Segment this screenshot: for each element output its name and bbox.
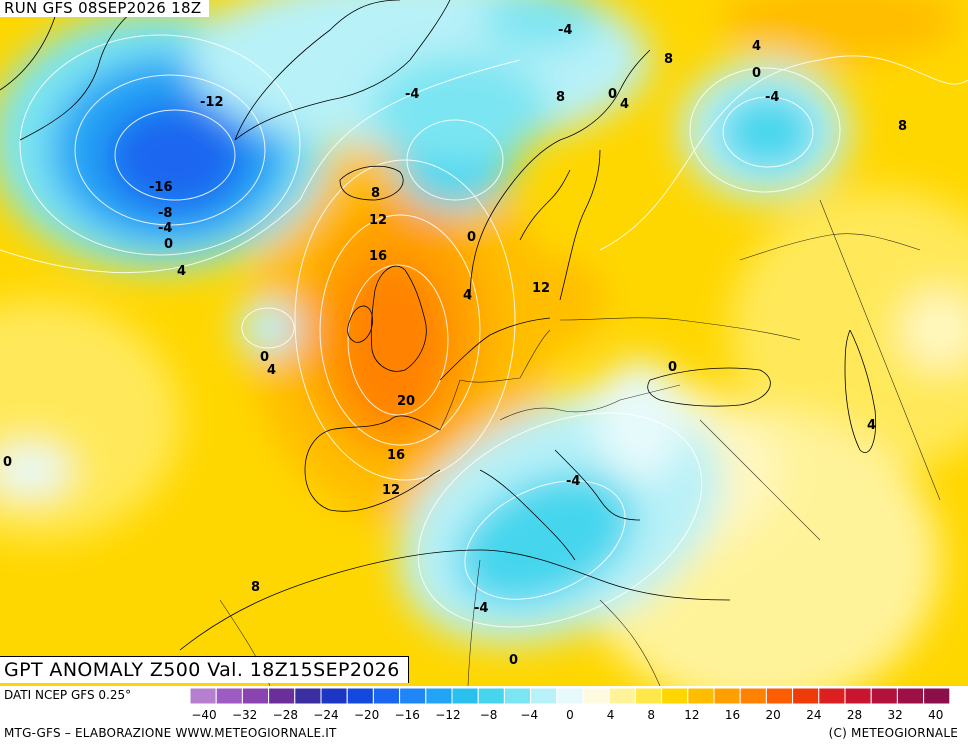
scale-swatch	[792, 688, 820, 705]
scale-swatch	[765, 688, 794, 705]
contour-label: 4	[267, 363, 276, 378]
contour-label: -4	[474, 601, 488, 616]
scale-tick-label: 8	[647, 708, 655, 722]
contour-label: 0	[608, 87, 617, 102]
contour-label: 0	[467, 230, 476, 245]
scale-swatch	[608, 688, 636, 705]
map-canvas: -4 -4 8 0 4 4 0 -4 8 -12 8 -16 -8 -4 0 4…	[0, 0, 968, 686]
scale-tick-label: 16	[725, 708, 740, 722]
contour-label: 4	[177, 264, 186, 279]
scale-swatch	[215, 688, 243, 705]
contour-label: -4	[765, 90, 779, 105]
contour-label: 12	[382, 483, 400, 498]
scale-tick-label: −4	[520, 708, 538, 722]
scale-tick-label: 28	[847, 708, 862, 722]
contour-label: 16	[369, 249, 387, 264]
scale-tick-label: −16	[395, 708, 420, 722]
anomaly-map: -4 -4 8 0 4 4 0 -4 8 -12 8 -16 -8 -4 0 4…	[0, 0, 968, 686]
scale-swatch	[818, 688, 846, 705]
scale-tick-label: 4	[607, 708, 615, 722]
scale-swatch	[372, 688, 401, 705]
contour-label: 8	[251, 580, 260, 595]
scale-tick-label: −20	[354, 708, 379, 722]
scale-swatch	[634, 688, 663, 705]
contour-label: 8	[898, 119, 907, 134]
scale-swatch	[923, 688, 951, 705]
contour-label: 4	[867, 418, 876, 433]
contour-label: 20	[397, 394, 415, 409]
contour-label: 0	[752, 66, 761, 81]
contour-label: 8	[664, 52, 673, 67]
contour-label: 4	[752, 39, 761, 54]
scale-swatch	[870, 688, 898, 705]
contour-label: 12	[369, 213, 387, 228]
scale-swatch	[241, 688, 270, 705]
scale-swatch	[661, 688, 689, 705]
scale-swatch	[739, 688, 767, 705]
contour-label: -4	[558, 23, 572, 38]
contour-label: 0	[509, 653, 518, 668]
contour-label: 4	[463, 288, 472, 303]
scale-swatch	[346, 688, 374, 705]
scale-swatch	[556, 688, 584, 705]
contour-label: 8	[556, 90, 565, 105]
contour-label: 0	[3, 455, 12, 470]
scale-tick-label: 12	[684, 708, 699, 722]
contour-label: 0	[668, 360, 677, 375]
contour-label: -16	[149, 180, 173, 195]
credit-left: MTG-GFS – ELABORAZIONE WWW.METEOGIORNALE…	[4, 726, 337, 740]
scale-swatch	[190, 688, 217, 705]
contour-label: -4	[405, 87, 419, 102]
scale-swatch	[530, 688, 558, 705]
contour-label: -8	[158, 206, 172, 221]
scale-swatch	[399, 688, 427, 705]
contour-labels: -4 -4 8 0 4 4 0 -4 8 -12 8 -16 -8 -4 0 4…	[3, 23, 907, 668]
scale-tick-label: −12	[435, 708, 460, 722]
scale-tick-label: −8	[480, 708, 498, 722]
scale-tick-label: −28	[273, 708, 298, 722]
contour-label: 12	[532, 281, 550, 296]
scale-swatch	[687, 688, 715, 705]
country-borders	[219, 199, 941, 686]
scale-swatch	[294, 688, 322, 705]
contour-lines	[0, 34, 968, 628]
scale-tick-label: 32	[888, 708, 903, 722]
contour-label: 0	[260, 350, 269, 365]
scale-swatch	[320, 688, 348, 705]
scale-tick-label: −32	[232, 708, 257, 722]
contour-label: 4	[620, 97, 629, 112]
scale-swatch	[503, 688, 532, 705]
coastlines	[0, 0, 877, 651]
credit-right: (C) METEOGIORNALE	[828, 726, 958, 740]
scale-swatch	[477, 688, 505, 705]
contour-label: -12	[200, 95, 224, 110]
run-label: RUN GFS 08SEP2026 18Z	[0, 0, 210, 17]
contour-label: -4	[158, 221, 172, 236]
scale-tick-label: 0	[566, 708, 574, 722]
scale-swatch	[268, 688, 296, 705]
scale-tick-label: −40	[191, 708, 216, 722]
scale-tick-label: 24	[806, 708, 821, 722]
scale-tick-label: 20	[766, 708, 781, 722]
scale-swatch	[582, 688, 610, 705]
contour-label: 8	[371, 186, 380, 201]
scale-tick-label: 40	[928, 708, 943, 722]
data-source: DATI NCEP GFS 0.25°	[4, 688, 132, 702]
color-scale: −40 −32 −28 −24 −20 −16 −12 −8 −4 0 4 8 12 16 20 24 28 32…	[190, 688, 951, 722]
scale-swatch	[425, 688, 453, 705]
scale-swatch	[896, 688, 925, 705]
scale-swatch	[844, 688, 872, 705]
map-title: GPT ANOMALY Z500 Val. 18Z15SEP2026	[0, 656, 409, 683]
scale-swatch	[451, 688, 479, 705]
legend-footer: DATI NCEP GFS 0.25° −40 −32 −28 −24 −20 −16 −1…	[0, 686, 968, 745]
scale-swatch	[713, 688, 741, 705]
scale-tick-label: −24	[313, 708, 338, 722]
contour-label: 0	[164, 237, 173, 252]
contour-label: -4	[566, 474, 580, 489]
contour-label: 16	[387, 448, 405, 463]
